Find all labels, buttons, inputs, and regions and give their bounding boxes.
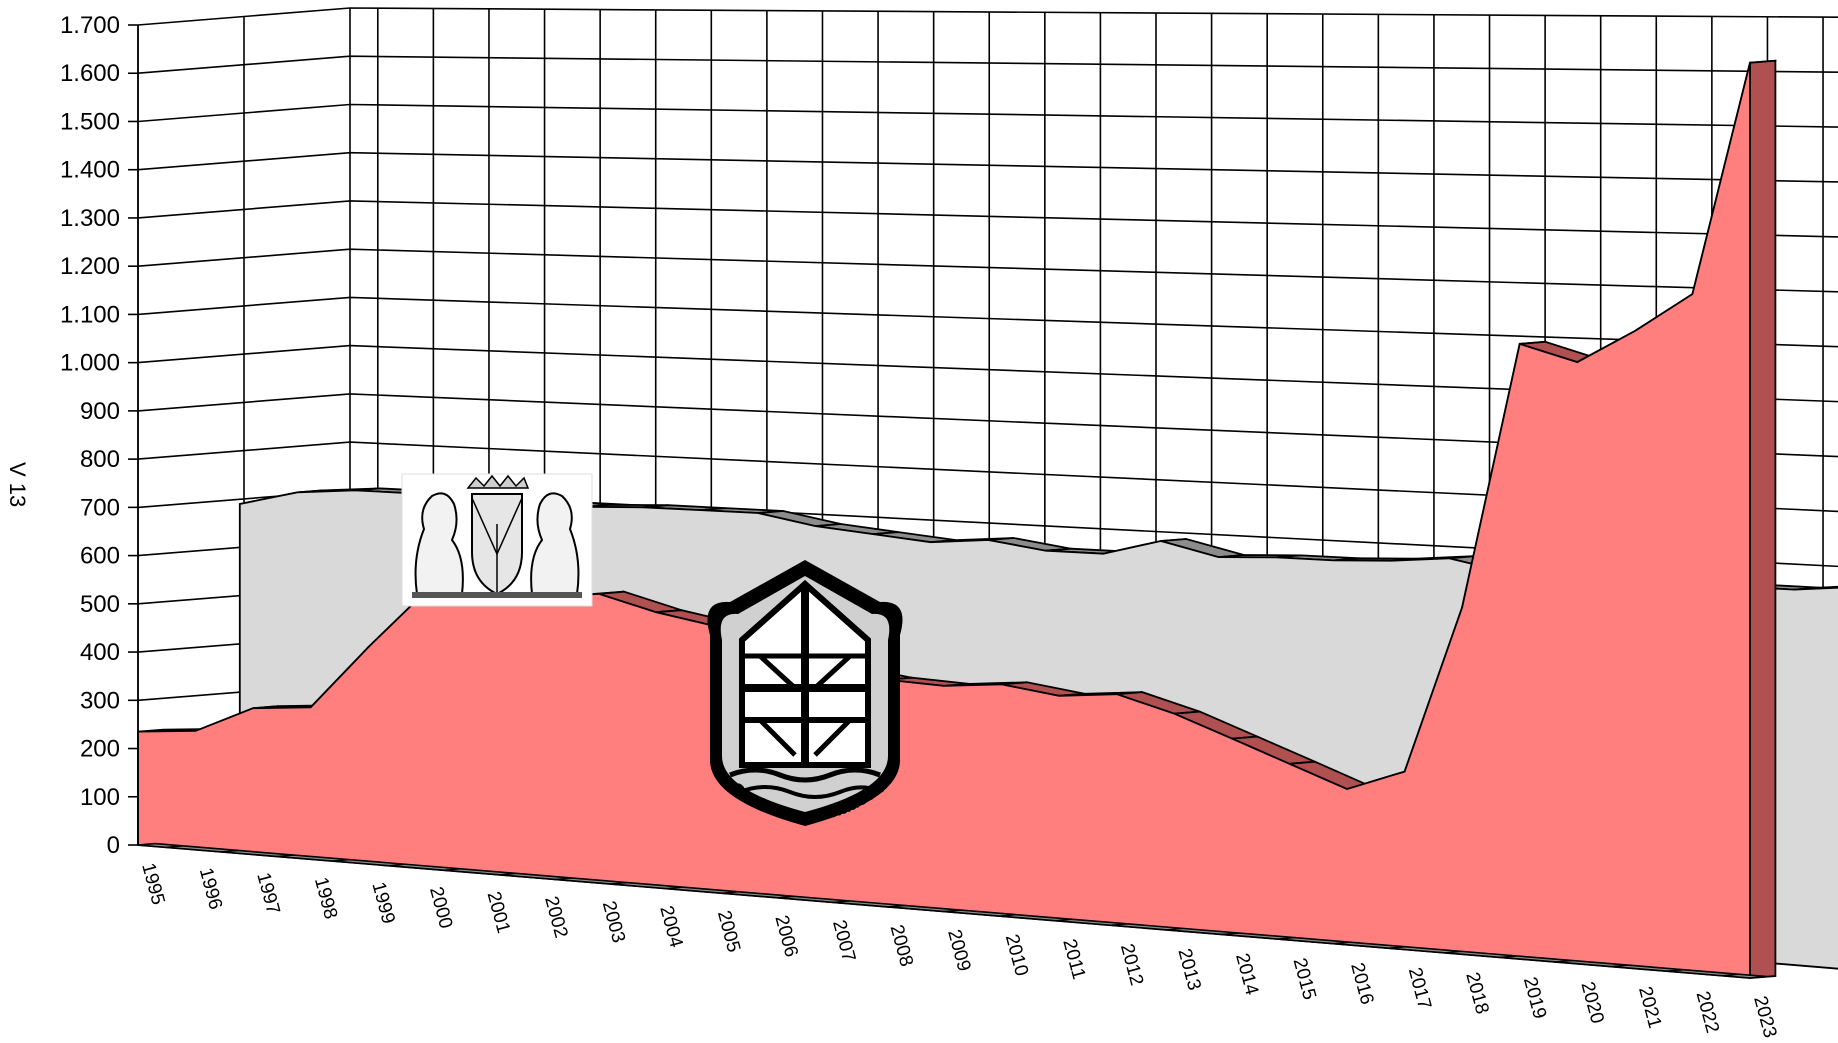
chart-floor	[137, 842, 1768, 979]
y-axis-ticks: 0 100 200 300 400 500 600 700 800 900 1.000 1.100 1.…	[60, 12, 139, 859]
floor-divider	[1110, 923, 1128, 926]
x-tick-label: 2013	[1173, 946, 1204, 992]
series-front-end-face	[1749, 59, 1777, 979]
x-tick-label: 2015	[1289, 956, 1320, 1002]
x-tick-label: 2001	[483, 889, 514, 935]
x-tick-label: 2012	[1116, 942, 1147, 988]
floor-divider	[1166, 927, 1184, 931]
x-tick-label: 1997	[252, 870, 283, 916]
bavarian-coat-of-arms-logo	[401, 473, 593, 607]
y-tick-label: 300	[80, 687, 120, 714]
floor-divider	[888, 904, 906, 908]
y-tick-label: 1.000	[60, 350, 120, 377]
gridline-horizontal	[137, 55, 1838, 74]
floor-divider	[165, 845, 183, 848]
floor-divider	[221, 849, 239, 853]
x-tick-label: 1995	[137, 861, 168, 907]
y-tick-label: 800	[80, 446, 120, 473]
series-front-area	[137, 62, 1751, 979]
y-tick-label: 1.100	[60, 301, 120, 328]
y-tick-label: 1.200	[60, 253, 120, 280]
x-tick-label: 2016	[1346, 961, 1377, 1007]
floor-divider	[1555, 959, 1573, 963]
x-tick-label: 2007	[828, 918, 859, 964]
floor-divider	[832, 900, 850, 904]
floor-divider	[1055, 918, 1073, 922]
y-tick-label: 1.400	[60, 157, 120, 184]
y-tick-label: 0	[107, 832, 120, 859]
x-tick-label: 2017	[1404, 965, 1435, 1011]
y-tick-label: 200	[80, 736, 120, 763]
y-tick-label: 100	[80, 784, 120, 811]
x-tick-label: 2006	[770, 913, 801, 959]
x-tick-label: 1998	[310, 875, 341, 921]
floor-divider	[1610, 964, 1629, 968]
x-tick-label: 2003	[598, 899, 629, 945]
y-tick-label: 600	[80, 543, 120, 570]
floor-divider	[1277, 936, 1295, 940]
x-tick-label: 2008	[886, 923, 917, 969]
y-tick-label: 500	[80, 591, 120, 618]
y-axis-title: V 13	[5, 462, 30, 507]
x-tick-label: 2000	[425, 885, 456, 931]
floor-divider	[332, 858, 350, 862]
floor-divider	[1444, 950, 1462, 954]
x-tick-label: 2004	[655, 904, 686, 951]
y-tick-label: 1.500	[60, 108, 120, 135]
x-tick-label: 2005	[713, 908, 744, 954]
gridline-horizontal	[137, 296, 1838, 348]
floor-divider	[943, 909, 962, 913]
gridline-horizontal	[137, 7, 1838, 26]
y-tick-label: 400	[80, 639, 120, 666]
floor-divider	[1666, 969, 1684, 972]
x-tick-label: 2011	[1058, 937, 1089, 982]
floor-divider	[1499, 955, 1517, 959]
x-tick-label: 2019	[1519, 975, 1550, 1021]
floor-divider	[388, 863, 406, 867]
x-tick-label: 2010	[1001, 932, 1032, 978]
floor-divider	[1388, 946, 1406, 949]
y-tick-label: 1.600	[60, 60, 120, 87]
floor-divider	[721, 891, 739, 894]
y-tick-label: 1.300	[60, 205, 120, 232]
x-tick-label: 2018	[1461, 970, 1492, 1016]
floor-divider	[1722, 973, 1740, 977]
x-tick-label: 2020	[1576, 980, 1607, 1026]
y-tick-label: 1.700	[60, 12, 120, 39]
x-tick-label: 2021	[1634, 984, 1665, 1030]
floor-divider	[1221, 932, 1239, 936]
floor-divider	[610, 881, 628, 885]
x-tick-label: 1999	[367, 880, 398, 926]
floor-divider	[443, 868, 461, 871]
floor-divider	[666, 886, 684, 890]
gridline-horizontal	[137, 248, 1838, 293]
x-tick-label: 1996	[195, 866, 226, 912]
x-tick-label: 2023	[1749, 994, 1780, 1040]
floor-divider	[1333, 941, 1351, 945]
gridline-horizontal	[137, 151, 1838, 183]
x-tick-label: 2009	[943, 927, 974, 973]
x-tick-label: 2022	[1692, 989, 1723, 1035]
y-tick-label: 900	[80, 398, 120, 425]
floor-divider	[554, 877, 572, 881]
floor-divider	[777, 895, 795, 899]
x-tick-label: 2014	[1231, 951, 1262, 998]
gridline-horizontal	[137, 103, 1838, 128]
floor-divider	[276, 854, 294, 858]
floor-divider	[999, 914, 1017, 917]
floor-divider	[499, 872, 517, 876]
y-tick-label: 700	[80, 494, 120, 521]
chart-gridlines	[137, 7, 1838, 952]
gridline-horizontal	[137, 200, 1838, 238]
stadt-gunzenhausen-crest-logo: Stadt Gunzenhausen	[707, 560, 903, 826]
x-tick-label: 2002	[540, 894, 571, 940]
